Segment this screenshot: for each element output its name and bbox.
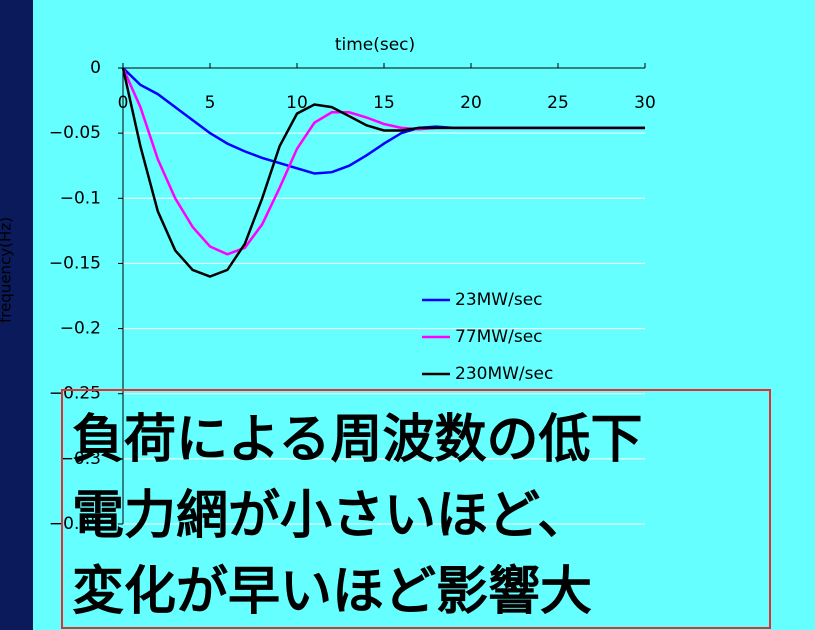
y-tick-label: −0.1 <box>60 188 101 208</box>
y-tick-label: −0.25 <box>49 384 101 404</box>
overlay-text: 電力網が小さいほど、 <box>72 486 589 546</box>
legend-label: 77MW/sec <box>455 327 543 347</box>
y-tick-label: 0 <box>90 58 101 78</box>
y-tick-label: −0.2 <box>60 319 101 339</box>
legend-label: 23MW/sec <box>455 290 543 310</box>
y-tick-label: −0.15 <box>49 253 101 273</box>
x-tick-label: 5 <box>205 93 216 113</box>
x-tick-label: 0 <box>118 93 129 113</box>
slide: time(sec) frequency(Hz) 0 −0.05 −0.1 −0.15 −… <box>0 0 815 630</box>
overlay-text: 負荷による周波数の低下 <box>72 410 642 470</box>
x-tick-label: 30 <box>634 93 656 113</box>
legend-label: 230MW/sec <box>455 364 553 384</box>
x-tick-label: 20 <box>460 93 482 113</box>
y-axis-label: frequency(Hz) <box>0 217 15 323</box>
overlay-text: 変化が早いほど影響大 <box>72 562 592 622</box>
x-tick-label: 25 <box>547 93 569 113</box>
x-axis-label: time(sec) <box>335 35 415 55</box>
x-tick-label: 15 <box>373 93 395 113</box>
y-tick-label: −0.05 <box>49 123 101 143</box>
